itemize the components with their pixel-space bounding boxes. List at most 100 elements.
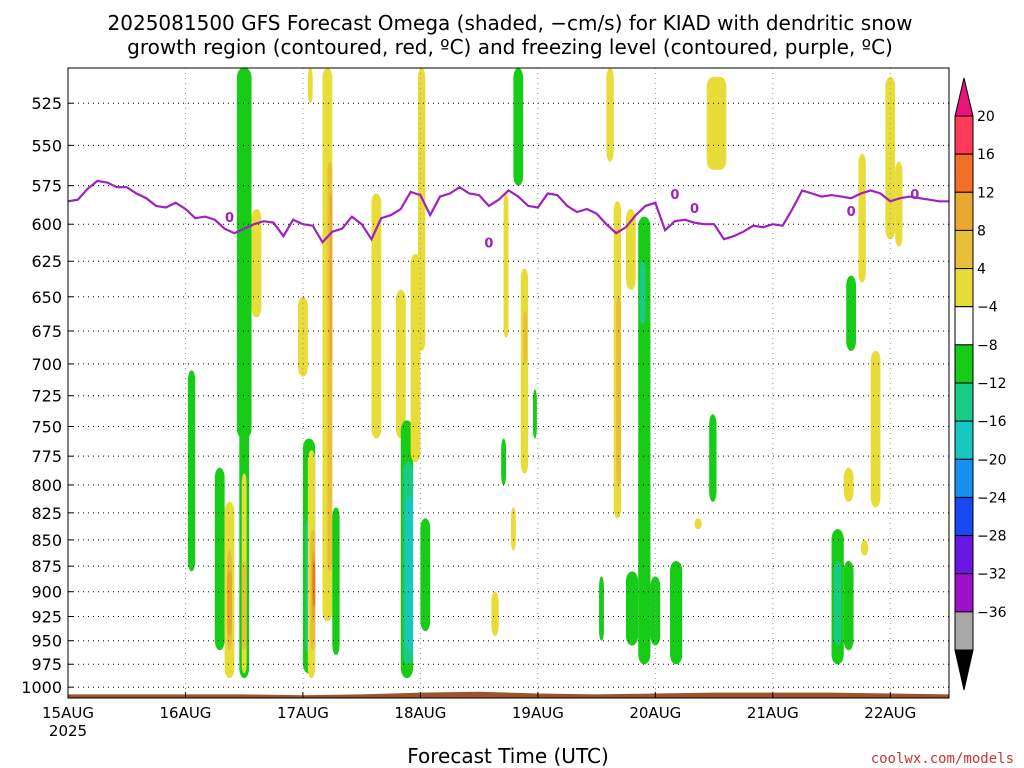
y-tick-label-750: 750 xyxy=(31,417,62,436)
freezing-contour-label: 0 xyxy=(910,188,919,203)
omega-region-16 xyxy=(312,560,316,607)
y-tick-label-550: 550 xyxy=(31,136,62,155)
x-tick-label-19aug: 19AUG xyxy=(512,704,564,722)
colorbar: 20 16 12 8 4 −4 −8 −12 −16 −20 −24 −28 −32 −36 xyxy=(954,77,1007,691)
omega-region-43 xyxy=(625,571,639,646)
x-tick-label-17aug: 17AUG xyxy=(277,704,329,722)
omega-region-23 xyxy=(395,289,406,439)
chart-title-line2: growth region (contoured, red, ºC) and f… xyxy=(127,35,893,59)
freezing-level-line xyxy=(67,179,949,245)
colorbar-label-11: −28 xyxy=(977,529,1007,545)
omega-region-49 xyxy=(709,414,717,502)
x-axis-year: 2025 xyxy=(49,722,87,740)
omega-region-20 xyxy=(332,507,340,655)
omega-region-3 xyxy=(241,560,247,651)
colorbar-label-9: −20 xyxy=(977,452,1007,468)
omega-region-45 xyxy=(639,261,646,325)
omega-region-37 xyxy=(532,389,537,439)
y-tick-label-875: 875 xyxy=(31,557,62,576)
omega-region-26 xyxy=(405,496,414,651)
x-tick-label-20aug: 20AUG xyxy=(629,704,681,722)
colorbar-swatch-6 xyxy=(954,344,974,384)
colorbar-bottom-arrow xyxy=(954,649,974,691)
omega-region-36 xyxy=(523,310,528,364)
x-tick-label-18aug: 18AUG xyxy=(394,704,446,722)
colorbar-swatch-0 xyxy=(954,115,974,155)
omega-region-31 xyxy=(501,438,507,485)
ground-area xyxy=(68,691,949,698)
credit-text: coolwx.com/models xyxy=(871,751,1014,767)
x-tick-label-22aug: 22AUG xyxy=(864,704,916,722)
colorbar-swatch-4 xyxy=(954,268,974,308)
omega-region-40 xyxy=(616,296,622,485)
y-tick-label-825: 825 xyxy=(31,504,62,523)
x-axis-ticks: 15AUG 16AUG 17AUG 18AUG 19AUG 20AUG 21AUG 22AUG xyxy=(42,692,916,722)
omega-region-57 xyxy=(860,539,869,556)
y-tick-label-600: 600 xyxy=(31,215,62,234)
omega-region-9 xyxy=(251,208,262,318)
omega-region-30 xyxy=(491,591,499,636)
freezing-contour-label: 0 xyxy=(225,211,234,226)
colorbar-swatch-11 xyxy=(954,535,974,575)
omega-region-28 xyxy=(420,518,431,632)
omega-region-60 xyxy=(895,161,903,247)
y-tick-label-725: 725 xyxy=(31,387,62,406)
y-axis-ticks: 525 550 575 600 625 650 675 700 725 750 775 800 825 8… xyxy=(21,94,73,697)
colorbar-label-1: 16 xyxy=(977,147,995,163)
omega-region-29 xyxy=(417,68,426,351)
y-tick-label-950: 950 xyxy=(31,632,62,651)
grid-lines xyxy=(67,68,949,698)
y-tick-label-775: 775 xyxy=(31,447,62,466)
freezing-contour-label: 0 xyxy=(484,237,493,252)
omega-region-21 xyxy=(307,68,313,104)
omega-region-50 xyxy=(706,76,727,170)
omega-region-54 xyxy=(843,560,854,651)
colorbar-swatch-3 xyxy=(954,229,974,270)
colorbar-swatch-9 xyxy=(954,458,974,498)
colorbar-label-4: 4 xyxy=(977,262,986,278)
omega-region-34 xyxy=(513,68,524,186)
y-tick-label-700: 700 xyxy=(31,355,62,374)
x-tick-label-16aug: 16AUG xyxy=(159,704,211,722)
colorbar-label-3: 8 xyxy=(977,223,986,239)
colorbar-swatch-5 xyxy=(954,306,974,346)
omega-region-38 xyxy=(606,68,614,162)
x-tick-label-15aug: 15AUG xyxy=(42,704,94,722)
omega-region-0 xyxy=(236,68,252,439)
omega-region-52 xyxy=(833,560,842,646)
omega-region-32 xyxy=(503,193,509,338)
omega-shading xyxy=(187,68,903,679)
freezing-contour-label: 0 xyxy=(847,205,856,220)
y-tick-label-625: 625 xyxy=(31,252,62,271)
y-tick-label-1000: 1000 xyxy=(21,678,62,697)
colorbar-swatch-7 xyxy=(954,382,974,422)
omega-region-48 xyxy=(694,518,702,530)
omega-region-58 xyxy=(870,350,881,508)
omega-region-55 xyxy=(846,275,857,351)
omega-region-22 xyxy=(371,193,382,439)
chart-title-line1: 2025081500 GFS Forecast Omega (shaded, −… xyxy=(108,11,913,35)
colorbar-label-2: 12 xyxy=(977,185,995,201)
y-tick-label-850: 850 xyxy=(31,531,62,550)
x-tick-label-21aug: 21AUG xyxy=(747,704,799,722)
ground-fill xyxy=(68,691,949,698)
colorbar-label-13: −36 xyxy=(977,605,1007,621)
freezing-contour-label: 0 xyxy=(670,188,679,203)
x-axis-label: Forecast Time (UTC) xyxy=(407,744,609,768)
omega-region-33 xyxy=(510,507,516,551)
omega-region-5 xyxy=(214,467,225,651)
colorbar-top-arrow xyxy=(954,77,974,117)
colorbar-label-10: −24 xyxy=(977,490,1007,506)
y-tick-label-675: 675 xyxy=(31,322,62,341)
colorbar-label-5: −4 xyxy=(977,300,998,316)
colorbar-swatch-2 xyxy=(954,191,974,231)
omega-region-42 xyxy=(625,208,636,290)
colorbar-swatch-10 xyxy=(954,496,974,537)
omega-region-46 xyxy=(650,576,661,646)
y-tick-label-925: 925 xyxy=(31,608,62,627)
colorbar-swatch-8 xyxy=(954,420,974,460)
colorbar-swatch-13 xyxy=(954,611,974,651)
y-tick-label-900: 900 xyxy=(31,583,62,602)
